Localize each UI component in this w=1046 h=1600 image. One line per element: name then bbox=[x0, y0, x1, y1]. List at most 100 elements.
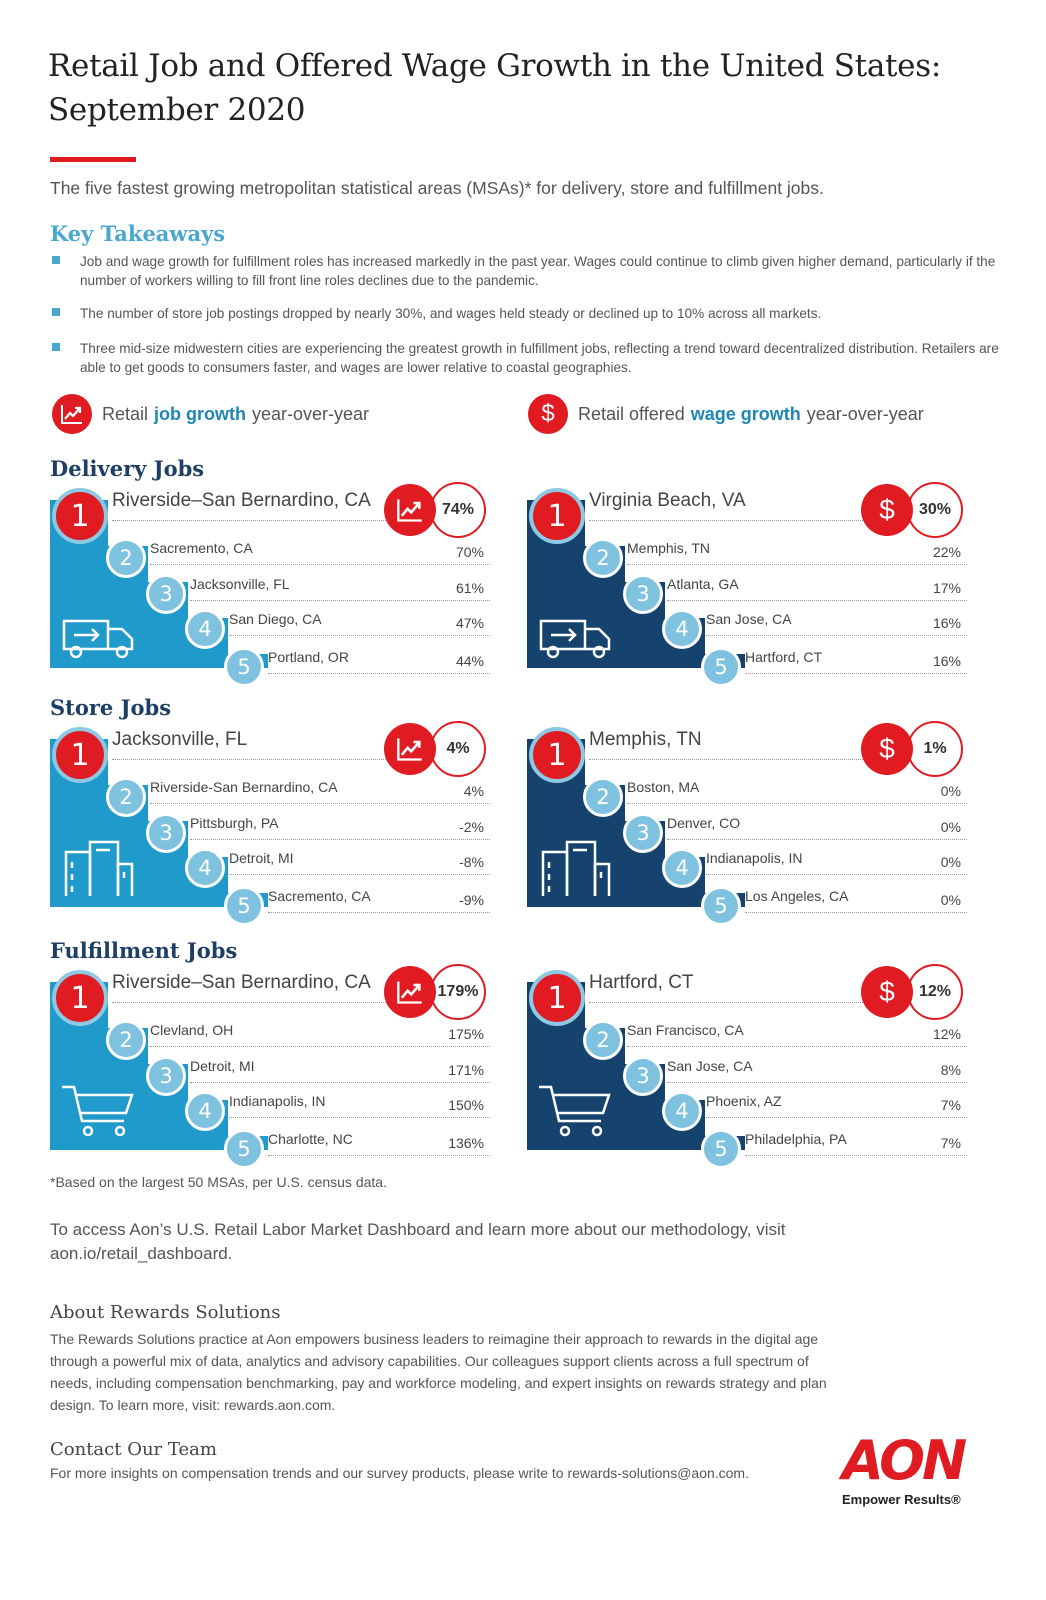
city-label: Sacremento, CA bbox=[268, 888, 371, 904]
city-label: Clevland, OH bbox=[150, 1022, 234, 1038]
rank-badge: 5 bbox=[701, 1129, 741, 1169]
row-divider bbox=[589, 1002, 867, 1003]
city-label: Denver, CO bbox=[667, 815, 741, 831]
row-divider bbox=[589, 759, 867, 760]
city-label: San Jose, CA bbox=[667, 1058, 753, 1074]
top-value-badge: 179% bbox=[430, 964, 486, 1020]
page-title: Retail Job and Offered Wage Growth in th… bbox=[48, 44, 941, 132]
row-divider bbox=[268, 1155, 490, 1156]
dollar-icon: $ bbox=[861, 966, 913, 1018]
truck-icon bbox=[537, 615, 617, 664]
growth-value: 22% bbox=[932, 544, 961, 560]
growth-value: 171% bbox=[448, 1062, 484, 1078]
city-label: Detroit, MI bbox=[190, 1058, 255, 1074]
growth-value: 0% bbox=[940, 854, 961, 870]
shopping-cart-icon bbox=[60, 1081, 140, 1146]
wage-growth-panel: 1 Virginia Beach, VA $30% 2 Memphis, TN 22% 3 A… bbox=[527, 478, 967, 687]
job-growth-panel: 1 Riverside–San Bernardino, CA 179% 2 Clevla… bbox=[50, 960, 490, 1169]
top-city-label: Hartford, CT bbox=[589, 972, 694, 993]
city-label: Indianapolis, IN bbox=[229, 1093, 326, 1109]
contact-body: For more insights on compensation trends… bbox=[50, 1465, 749, 1481]
rank-badge: 1 bbox=[52, 488, 108, 544]
growth-value: 47% bbox=[455, 615, 484, 631]
row-divider bbox=[627, 1046, 967, 1047]
growth-value: 61% bbox=[455, 580, 484, 596]
row-divider bbox=[150, 1046, 490, 1047]
dollar-icon: $ bbox=[528, 394, 568, 434]
wage-growth-panel: 1 Hartford, CT $12% 2 San Francisco, CA 12% 3 S… bbox=[527, 960, 967, 1169]
growth-value: 7% bbox=[940, 1097, 961, 1113]
title-line-1: Retail Job and Offered Wage Growth in th… bbox=[48, 48, 941, 84]
footnote: *Based on the largest 50 MSAs, per U.S. … bbox=[50, 1174, 387, 1190]
rank-badge: 2 bbox=[583, 1020, 623, 1060]
city-label: San Francisco, CA bbox=[627, 1022, 744, 1038]
top-city-label: Riverside–San Bernardino, CA bbox=[112, 490, 371, 511]
store-building-icon bbox=[60, 838, 140, 903]
bullet-square-icon bbox=[52, 256, 60, 264]
row-divider bbox=[589, 520, 867, 521]
row-divider bbox=[112, 759, 390, 760]
row-divider bbox=[627, 803, 967, 804]
top-city-label: Memphis, TN bbox=[589, 729, 702, 750]
bullet-square-icon bbox=[52, 308, 60, 316]
row-divider bbox=[150, 564, 490, 565]
city-label: Riverside-San Bernardino, CA bbox=[150, 779, 338, 795]
aon-logo: AON Empower Results® bbox=[842, 1432, 1002, 1508]
rank-badge: 1 bbox=[52, 970, 108, 1026]
trend-up-icon bbox=[384, 723, 436, 775]
rank-badge: 1 bbox=[529, 488, 585, 544]
row-divider bbox=[745, 1155, 967, 1156]
rank-badge: 4 bbox=[185, 609, 225, 649]
rank-badge: 5 bbox=[224, 647, 264, 687]
growth-value: 0% bbox=[940, 819, 961, 835]
row-divider bbox=[667, 1082, 967, 1083]
subtitle: The five fastest growing metropolitan st… bbox=[50, 178, 824, 198]
top-value-badge: 12% bbox=[907, 964, 963, 1020]
section-title: Delivery Jobs bbox=[50, 456, 205, 481]
growth-value: 150% bbox=[448, 1097, 484, 1113]
row-divider bbox=[706, 874, 967, 875]
growth-value: -9% bbox=[459, 892, 484, 908]
growth-value: 136% bbox=[448, 1135, 484, 1151]
top-value-badge: 1% bbox=[907, 721, 963, 777]
about-body: The Rewards Solutions practice at Aon em… bbox=[50, 1331, 827, 1413]
dashboard-access-text: To access Aon’s U.S. Retail Labor Market… bbox=[50, 1220, 786, 1263]
dollar-icon: $ bbox=[861, 723, 913, 775]
growth-value: 16% bbox=[932, 653, 961, 669]
row-divider bbox=[112, 520, 390, 521]
legend-job-growth: Retail job growth year-over-year bbox=[52, 394, 369, 434]
contact-title: Contact Our Team bbox=[50, 1439, 217, 1460]
row-divider bbox=[667, 600, 967, 601]
job-growth-panel: 1 Jacksonville, FL 4% 2 Riverside-San Bernar… bbox=[50, 717, 490, 926]
row-divider bbox=[190, 839, 490, 840]
key-takeaways-list: Job and wage growth for fulfillment role… bbox=[50, 252, 1000, 390]
rank-badge: 1 bbox=[529, 970, 585, 1026]
row-divider bbox=[745, 912, 967, 913]
growth-value: 0% bbox=[940, 783, 961, 799]
growth-value: 17% bbox=[932, 580, 961, 596]
section-title: Store Jobs bbox=[50, 695, 172, 720]
row-divider bbox=[745, 673, 967, 674]
city-label: Charlotte, NC bbox=[268, 1131, 353, 1147]
bullet-square-icon bbox=[52, 343, 60, 351]
rank-badge: 5 bbox=[224, 886, 264, 926]
city-label: Indianapolis, IN bbox=[706, 850, 803, 866]
city-label: Detroit, MI bbox=[229, 850, 294, 866]
rank-badge: 4 bbox=[662, 848, 702, 888]
rank-badge: 3 bbox=[146, 813, 186, 853]
row-divider bbox=[706, 1117, 967, 1118]
city-label: Los Angeles, CA bbox=[745, 888, 849, 904]
rank-badge: 4 bbox=[662, 609, 702, 649]
wage-growth-panel: 1 Memphis, TN $1% 2 Boston, MA 0% 3 Denver, CO 0… bbox=[527, 717, 967, 926]
row-divider bbox=[190, 1082, 490, 1083]
row-divider bbox=[667, 839, 967, 840]
store-building-icon bbox=[537, 838, 617, 903]
row-divider bbox=[150, 803, 490, 804]
rank-badge: 3 bbox=[146, 1056, 186, 1096]
growth-value: -8% bbox=[459, 854, 484, 870]
top-value-badge: 30% bbox=[907, 482, 963, 538]
top-value-badge: 74% bbox=[430, 482, 486, 538]
shopping-cart-icon bbox=[537, 1081, 617, 1146]
growth-value: 4% bbox=[463, 783, 484, 799]
growth-value: 0% bbox=[940, 892, 961, 908]
